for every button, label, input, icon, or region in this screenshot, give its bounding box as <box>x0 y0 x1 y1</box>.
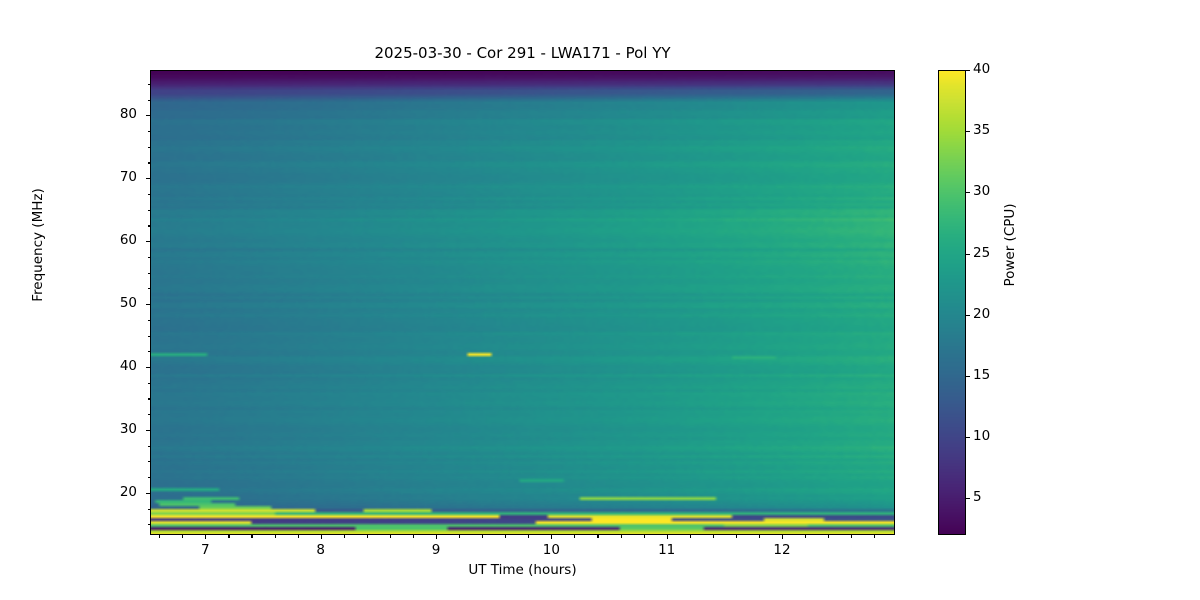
x-minor-tick <box>182 535 184 538</box>
x-minor-tick <box>712 535 714 538</box>
x-minor-tick <box>597 535 599 538</box>
y-minor-tick <box>147 83 150 85</box>
x-minor-tick <box>528 535 530 538</box>
y-axis-label: Frequency (MHz) <box>30 188 46 302</box>
y-tick-label: 40 <box>119 357 137 374</box>
x-major-tick <box>436 535 438 539</box>
page-title: 2025-03-30 - Cor 291 - LWA171 - Pol YY <box>374 44 671 62</box>
x-minor-tick <box>159 535 161 538</box>
x-minor-tick <box>828 535 830 538</box>
y-minor-tick <box>147 335 150 337</box>
x-minor-tick <box>251 535 253 538</box>
x-minor-tick <box>689 535 691 538</box>
colorbar-tick-label: 10 <box>973 428 991 445</box>
x-minor-tick <box>482 535 484 538</box>
x-minor-tick <box>574 535 576 538</box>
colorbar <box>938 70 966 535</box>
x-major-tick <box>551 535 553 539</box>
colorbar-tick-label: 25 <box>973 244 991 261</box>
y-minor-tick <box>147 508 150 510</box>
y-major-tick <box>146 366 150 369</box>
y-tick-label: 60 <box>119 232 137 249</box>
x-major-tick <box>205 535 207 539</box>
x-tick-label: 8 <box>316 542 325 558</box>
y-minor-tick <box>147 225 150 227</box>
y-minor-tick <box>147 382 150 384</box>
y-tick-label: 30 <box>119 420 137 437</box>
y-minor-tick <box>147 288 150 290</box>
spectrogram-axes <box>150 70 895 535</box>
x-minor-tick <box>366 535 368 538</box>
x-tick-label: 9 <box>431 542 441 558</box>
x-minor-tick <box>274 535 276 538</box>
colorbar-tick <box>966 70 970 72</box>
x-minor-tick <box>874 535 876 538</box>
x-minor-tick <box>735 535 737 538</box>
y-minor-tick <box>147 162 150 164</box>
y-major-tick <box>146 115 150 117</box>
x-minor-tick <box>758 535 760 538</box>
colorbar-gradient <box>939 71 965 534</box>
colorbar-tick-label: 20 <box>973 305 991 322</box>
x-minor-tick <box>228 535 230 538</box>
x-minor-tick <box>389 535 391 538</box>
x-major-tick <box>666 535 668 539</box>
y-tick-label: 20 <box>119 483 137 500</box>
y-tick-label: 50 <box>119 295 137 312</box>
y-minor-tick <box>147 193 150 196</box>
x-minor-tick <box>643 535 645 538</box>
colorbar-tick-label: 40 <box>973 61 991 77</box>
y-minor-tick <box>147 445 150 447</box>
colorbar-tick <box>966 437 970 439</box>
colorbar-label: Power (CPU) <box>1002 203 1018 287</box>
y-minor-tick <box>147 524 150 526</box>
colorbar-tick-label: 30 <box>973 183 991 200</box>
colorbar-tick-label: 35 <box>973 122 991 139</box>
x-tick-label: 10 <box>542 542 560 558</box>
x-major-tick <box>781 535 784 539</box>
x-tick-label: 12 <box>773 542 791 558</box>
y-minor-tick <box>147 99 150 101</box>
y-major-tick <box>146 241 150 243</box>
y-minor-tick <box>147 146 150 148</box>
y-minor-tick <box>147 477 150 479</box>
y-major-tick <box>146 429 150 431</box>
x-minor-tick <box>412 535 415 538</box>
colorbar-tick <box>966 131 970 133</box>
y-minor-tick <box>147 398 150 400</box>
x-minor-tick <box>297 535 299 538</box>
y-tick-label: 80 <box>119 106 137 123</box>
y-major-tick <box>146 178 150 180</box>
y-minor-tick <box>147 209 150 211</box>
y-minor-tick <box>147 351 150 353</box>
x-minor-tick <box>459 535 461 538</box>
colorbar-tick <box>966 314 970 316</box>
y-major-tick <box>146 304 150 306</box>
colorbar-tick <box>966 192 970 194</box>
y-minor-tick <box>147 414 150 416</box>
y-major-tick <box>146 492 150 494</box>
x-minor-tick <box>805 535 807 538</box>
x-minor-tick <box>505 535 507 538</box>
spectrogram-image <box>151 71 894 534</box>
x-minor-tick <box>620 535 622 538</box>
x-major-tick <box>320 535 322 539</box>
y-minor-tick <box>147 131 150 133</box>
x-minor-tick <box>851 535 853 538</box>
colorbar-tick-label: 15 <box>973 366 991 383</box>
y-tick-label: 70 <box>119 169 137 186</box>
colorbar-tick <box>966 498 970 500</box>
y-minor-tick <box>147 256 150 258</box>
x-tick-label: 7 <box>201 542 210 558</box>
x-axis-label: UT Time (hours) <box>468 562 577 578</box>
x-minor-tick <box>343 535 345 538</box>
y-minor-tick <box>147 461 150 463</box>
y-minor-tick <box>147 319 150 321</box>
y-minor-tick <box>147 272 150 274</box>
x-tick-label: 11 <box>658 542 676 558</box>
colorbar-tick <box>966 253 970 255</box>
colorbar-tick <box>966 375 970 377</box>
colorbar-tick-label: 5 <box>973 489 982 506</box>
